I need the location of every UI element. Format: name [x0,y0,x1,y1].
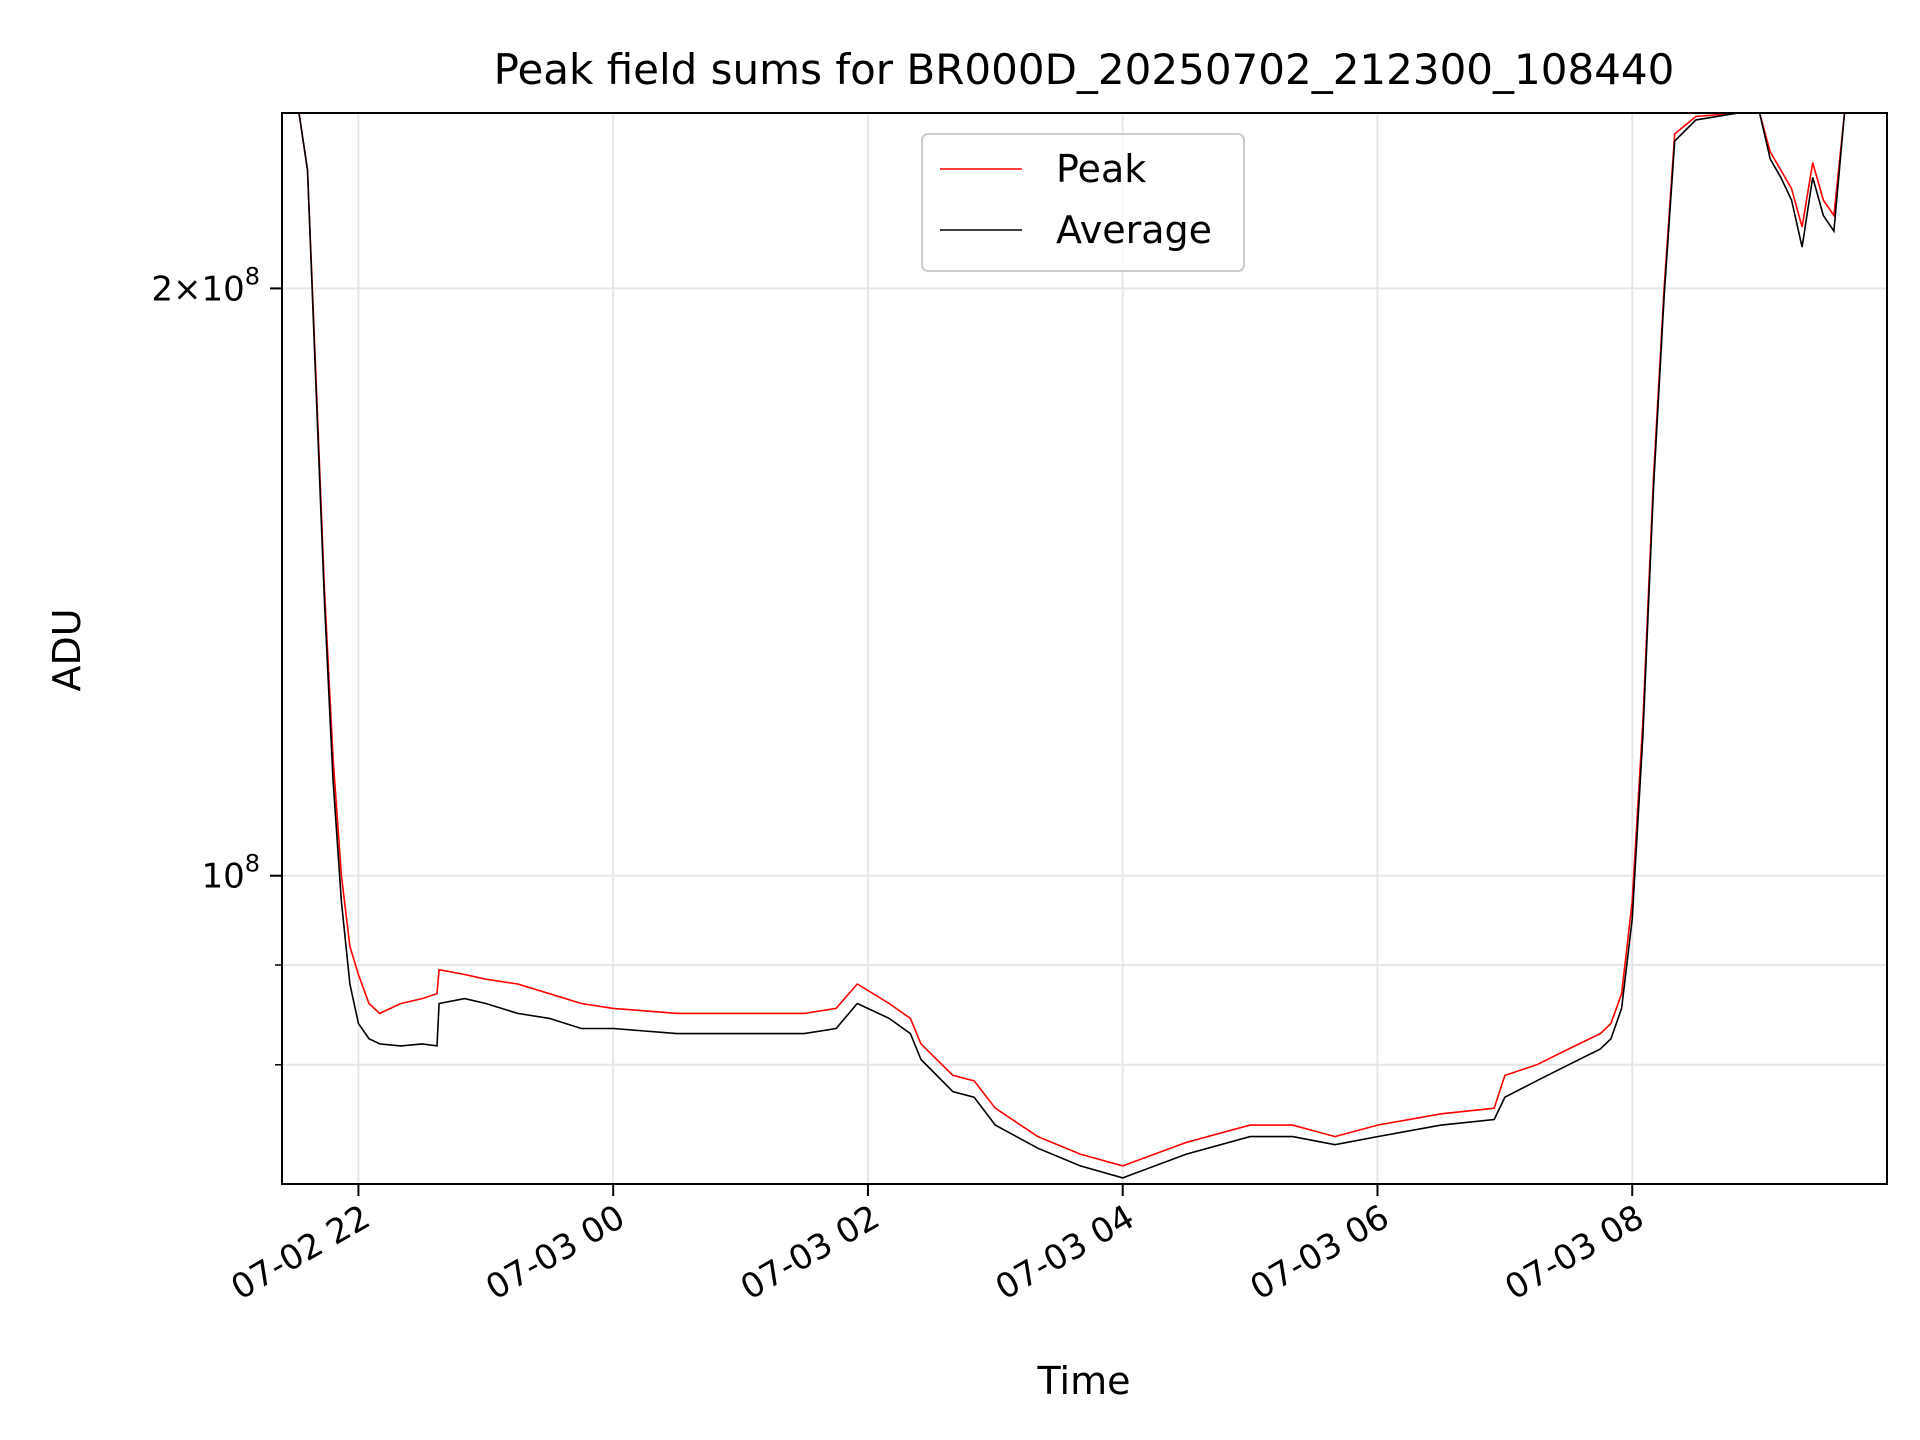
y-axis: 108 2×108 [151,262,282,1066]
plot-frame [281,112,1888,1185]
legend-label-peak: Peak [1056,147,1146,191]
series-line-peak [282,113,1862,1167]
y-axis-label: ADU [45,608,89,691]
chart-title: Peak field sums for BR000D_20250702_2123… [494,45,1675,94]
y-tick-label: 108 [201,850,260,897]
y-tick-label: 2×108 [151,262,260,309]
legend: Peak Average [921,133,1245,272]
grid [282,113,1887,1184]
series-line-average [282,113,1862,1179]
legend-label-average: Average [1056,208,1212,252]
plot-area [282,113,1862,1179]
x-axis-label: Time [1037,1359,1131,1403]
